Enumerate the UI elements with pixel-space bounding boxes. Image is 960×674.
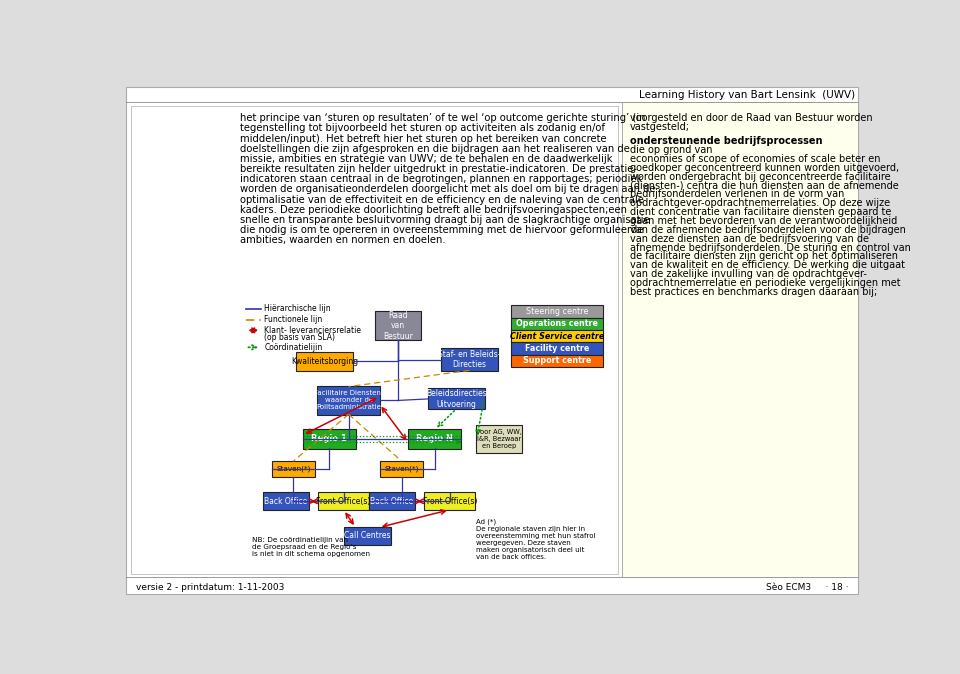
FancyBboxPatch shape xyxy=(511,305,603,317)
Text: versie 2 - printdatum: 1-11-2003: versie 2 - printdatum: 1-11-2003 xyxy=(135,583,284,592)
Text: Functionele lijn: Functionele lijn xyxy=(264,315,323,324)
Text: middelen/input). Het betreft hier het sturen op het bereiken van concrete: middelen/input). Het betreft hier het st… xyxy=(240,133,607,144)
Text: die nodig is om te opereren in overeenstemming met de hiervoor geformuleerde: die nodig is om te opereren in overeenst… xyxy=(240,225,643,235)
Text: het principe van ‘sturen op resultaten’ of te wel ‘op outcome gerichte sturing’ : het principe van ‘sturen op resultaten’ … xyxy=(240,113,646,123)
FancyBboxPatch shape xyxy=(424,493,475,510)
Text: Front Office(s): Front Office(s) xyxy=(422,497,477,506)
Text: Learning History van Bart Lensink  (UWV): Learning History van Bart Lensink (UWV) xyxy=(638,90,854,100)
Text: ondersteunende bedrijfsprocessen: ondersteunende bedrijfsprocessen xyxy=(630,136,823,146)
Text: Client Service centre: Client Service centre xyxy=(510,332,604,340)
Text: worden de organisatieonderdelen doorgelicht met als doel om bij te dragen aan de: worden de organisatieonderdelen doorgeli… xyxy=(240,185,656,194)
Text: de facilitaire diensten zijn gericht op het optimaliseren: de facilitaire diensten zijn gericht op … xyxy=(630,251,898,262)
Text: (op basis van SLA): (op basis van SLA) xyxy=(264,333,335,342)
Text: Ad (*)
De regionale staven zijn hier in
overeenstemming met hun stafrol
weergege: Ad (*) De regionale staven zijn hier in … xyxy=(476,518,596,559)
Text: van de afnemende bedrijfsonderdelen voor de bijdragen: van de afnemende bedrijfsonderdelen voor… xyxy=(630,225,906,235)
FancyBboxPatch shape xyxy=(272,461,315,477)
Text: indicatoren staan centraal in de begrotingen, plannen en rapportages; periodiek: indicatoren staan centraal in de begroti… xyxy=(240,174,642,184)
Text: Operations centre: Operations centre xyxy=(516,319,598,328)
FancyBboxPatch shape xyxy=(126,87,858,594)
Text: bedrijfsonderdelen verlenen in de vorm van: bedrijfsonderdelen verlenen in de vorm v… xyxy=(630,189,845,200)
Text: kaders. Deze periodieke doorlichting betreft alle bedrijfsvoeringaspecten;een: kaders. Deze periodieke doorlichting bet… xyxy=(240,205,627,215)
Text: Staven(*): Staven(*) xyxy=(276,466,310,472)
Text: tegenstelling tot bijvoorbeeld het sturen op activiteiten als zodanig en/of: tegenstelling tot bijvoorbeeld het sture… xyxy=(240,123,605,133)
Text: dient concentratie van facilitaire diensten gepaard te: dient concentratie van facilitaire diens… xyxy=(630,207,891,217)
Text: voorgesteld en door de Raad van Bestuur worden: voorgesteld en door de Raad van Bestuur … xyxy=(630,113,873,123)
FancyBboxPatch shape xyxy=(318,493,370,510)
FancyBboxPatch shape xyxy=(622,102,858,577)
Text: vastgesteld;: vastgesteld; xyxy=(630,122,690,132)
Text: Voor AG, WW,
I&R, Bezwaar
en Beroep: Voor AG, WW, I&R, Bezwaar en Beroep xyxy=(476,429,522,449)
FancyBboxPatch shape xyxy=(476,425,522,453)
Text: optimalisatie van de effectiviteit en de efficiency en de naleving van de centra: optimalisatie van de effectiviteit en de… xyxy=(240,195,644,204)
FancyBboxPatch shape xyxy=(302,429,356,449)
FancyBboxPatch shape xyxy=(263,493,309,510)
Text: worden ondergebracht bij geconcentreerde facilitaire: worden ondergebracht bij geconcentreerde… xyxy=(630,172,891,182)
Text: Regio N: Regio N xyxy=(417,435,453,443)
Text: goedkoper geconcentreerd kunnen worden uitgevoerd,: goedkoper geconcentreerd kunnen worden u… xyxy=(630,163,900,173)
Text: van de zakelijke invulling van de opdrachtgever-: van de zakelijke invulling van de opdrac… xyxy=(630,269,867,279)
Text: Regio 1: Regio 1 xyxy=(311,435,348,443)
Text: Staf- en Beleids-
Directies: Staf- en Beleids- Directies xyxy=(439,350,501,369)
FancyBboxPatch shape xyxy=(511,342,603,355)
FancyBboxPatch shape xyxy=(511,355,603,367)
FancyBboxPatch shape xyxy=(370,493,415,510)
Text: opdrachtgever-opdrachtnemerrelaties. Op deze wijze: opdrachtgever-opdrachtnemerrelaties. Op … xyxy=(630,198,890,208)
Text: Back Office: Back Office xyxy=(371,497,414,506)
Text: Call Centres: Call Centres xyxy=(344,532,391,541)
Text: Raad
van
Bestuur: Raad van Bestuur xyxy=(383,311,413,340)
Text: die op grond van: die op grond van xyxy=(630,145,712,155)
Text: Facility centre: Facility centre xyxy=(525,344,589,353)
Text: gaan met het bevorderen van de verantwoordelijkheid: gaan met het bevorderen van de verantwoo… xyxy=(630,216,898,226)
Text: snelle en transparante besluitvorming draagt bij aan de slagkrachtige organisati: snelle en transparante besluitvorming dr… xyxy=(240,215,650,225)
FancyBboxPatch shape xyxy=(344,527,391,545)
Text: best practices en benchmarks dragen daaraan bij;: best practices en benchmarks dragen daar… xyxy=(630,286,877,297)
Text: bereikte resultaten zijn helder uitgedrukt in prestatie-indicatoren. De prestati: bereikte resultaten zijn helder uitgedru… xyxy=(240,164,637,174)
Text: Beleidsdirecties
Uitvoering: Beleidsdirecties Uitvoering xyxy=(426,389,487,408)
Text: opdrachtnemerrelatie en periodieke vergelijkingen met: opdrachtnemerrelatie en periodieke verge… xyxy=(630,278,900,288)
FancyBboxPatch shape xyxy=(511,317,603,330)
Text: missie, ambities en strategie van UWV; de te behalen en de daadwerkelijk: missie, ambities en strategie van UWV; d… xyxy=(240,154,612,164)
Text: Klant- leveranciersrelatie: Klant- leveranciersrelatie xyxy=(264,326,361,335)
Text: NB: De coördinatielijin van
de Groepsraad en de Regio’s
is niet in dit schema op: NB: De coördinatielijin van de Groepsraa… xyxy=(252,537,370,557)
Text: Sèo ECM3     · 18 ·: Sèo ECM3 · 18 · xyxy=(766,583,849,592)
Text: afnemende bedrijfsonderdelen. De sturing en control van: afnemende bedrijfsonderdelen. De sturing… xyxy=(630,243,911,253)
Text: Facilitaire Diensten,
waaronder de
Politsadministratie: Facilitaire Diensten, waaronder de Polit… xyxy=(314,390,383,410)
FancyBboxPatch shape xyxy=(380,461,423,477)
Text: economies of scope of economies of scale beter en: economies of scope of economies of scale… xyxy=(630,154,880,164)
Text: van de kwaliteit en de efficiency. De werking die uitgaat: van de kwaliteit en de efficiency. De we… xyxy=(630,260,905,270)
Text: Support centre: Support centre xyxy=(523,357,591,365)
FancyBboxPatch shape xyxy=(408,429,462,449)
Text: Kwaliteitsborging: Kwaliteitsborging xyxy=(291,357,358,366)
Text: doelstellingen die zijn afgesproken en die bijdragen aan het realiseren van de: doelstellingen die zijn afgesproken en d… xyxy=(240,144,630,154)
Text: Steering centre: Steering centre xyxy=(526,307,588,316)
Text: van deze diensten aan de bedrijfsvoering van de: van deze diensten aan de bedrijfsvoering… xyxy=(630,234,869,243)
Text: Hiërarchische lijn: Hiërarchische lijn xyxy=(264,304,331,313)
FancyBboxPatch shape xyxy=(297,352,353,371)
Text: (diensten-) centra die hun diensten aan de afnemende: (diensten-) centra die hun diensten aan … xyxy=(630,181,899,191)
FancyBboxPatch shape xyxy=(375,311,421,340)
FancyBboxPatch shape xyxy=(428,388,485,409)
Text: ambities, waarden en normen en doelen.: ambities, waarden en normen en doelen. xyxy=(240,235,445,245)
Text: Back Office: Back Office xyxy=(264,497,307,506)
FancyBboxPatch shape xyxy=(511,330,603,342)
Text: Coördinatielijin: Coördinatielijin xyxy=(264,343,323,352)
FancyBboxPatch shape xyxy=(317,386,380,415)
Text: Front Office(s): Front Office(s) xyxy=(317,497,371,506)
Text: Staven(*): Staven(*) xyxy=(385,466,419,472)
FancyBboxPatch shape xyxy=(442,348,498,371)
